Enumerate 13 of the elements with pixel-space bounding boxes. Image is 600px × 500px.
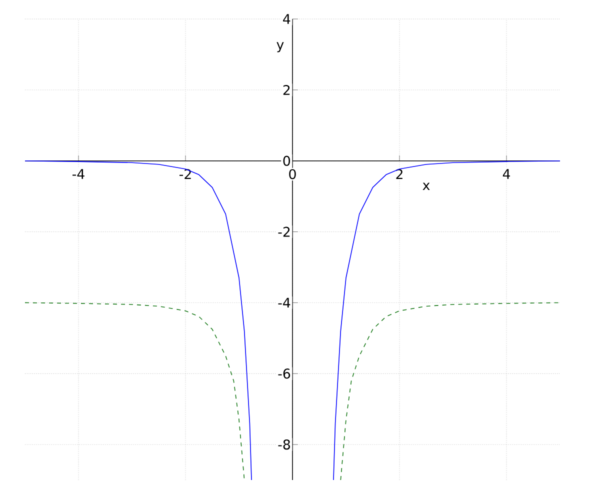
y-tick-label: -8 [278,439,290,450]
y-tick-label: -6 [278,368,290,379]
y-axis-title: y [276,42,284,52]
y-tick-label: 0 [283,156,290,166]
y-tick-label: 2 [283,84,290,95]
x-tick-label: -4 [72,169,84,179]
y-tick-label: -2 [278,226,290,237]
x-axis-title: x [422,182,430,190]
x-tick-label: -2 [180,169,191,180]
x-tick-label: 4 [502,169,510,179]
y-tick-label: 4 [283,14,290,24]
y-tick-label: -4 [278,298,290,308]
x-tick-label: 2 [396,169,402,180]
